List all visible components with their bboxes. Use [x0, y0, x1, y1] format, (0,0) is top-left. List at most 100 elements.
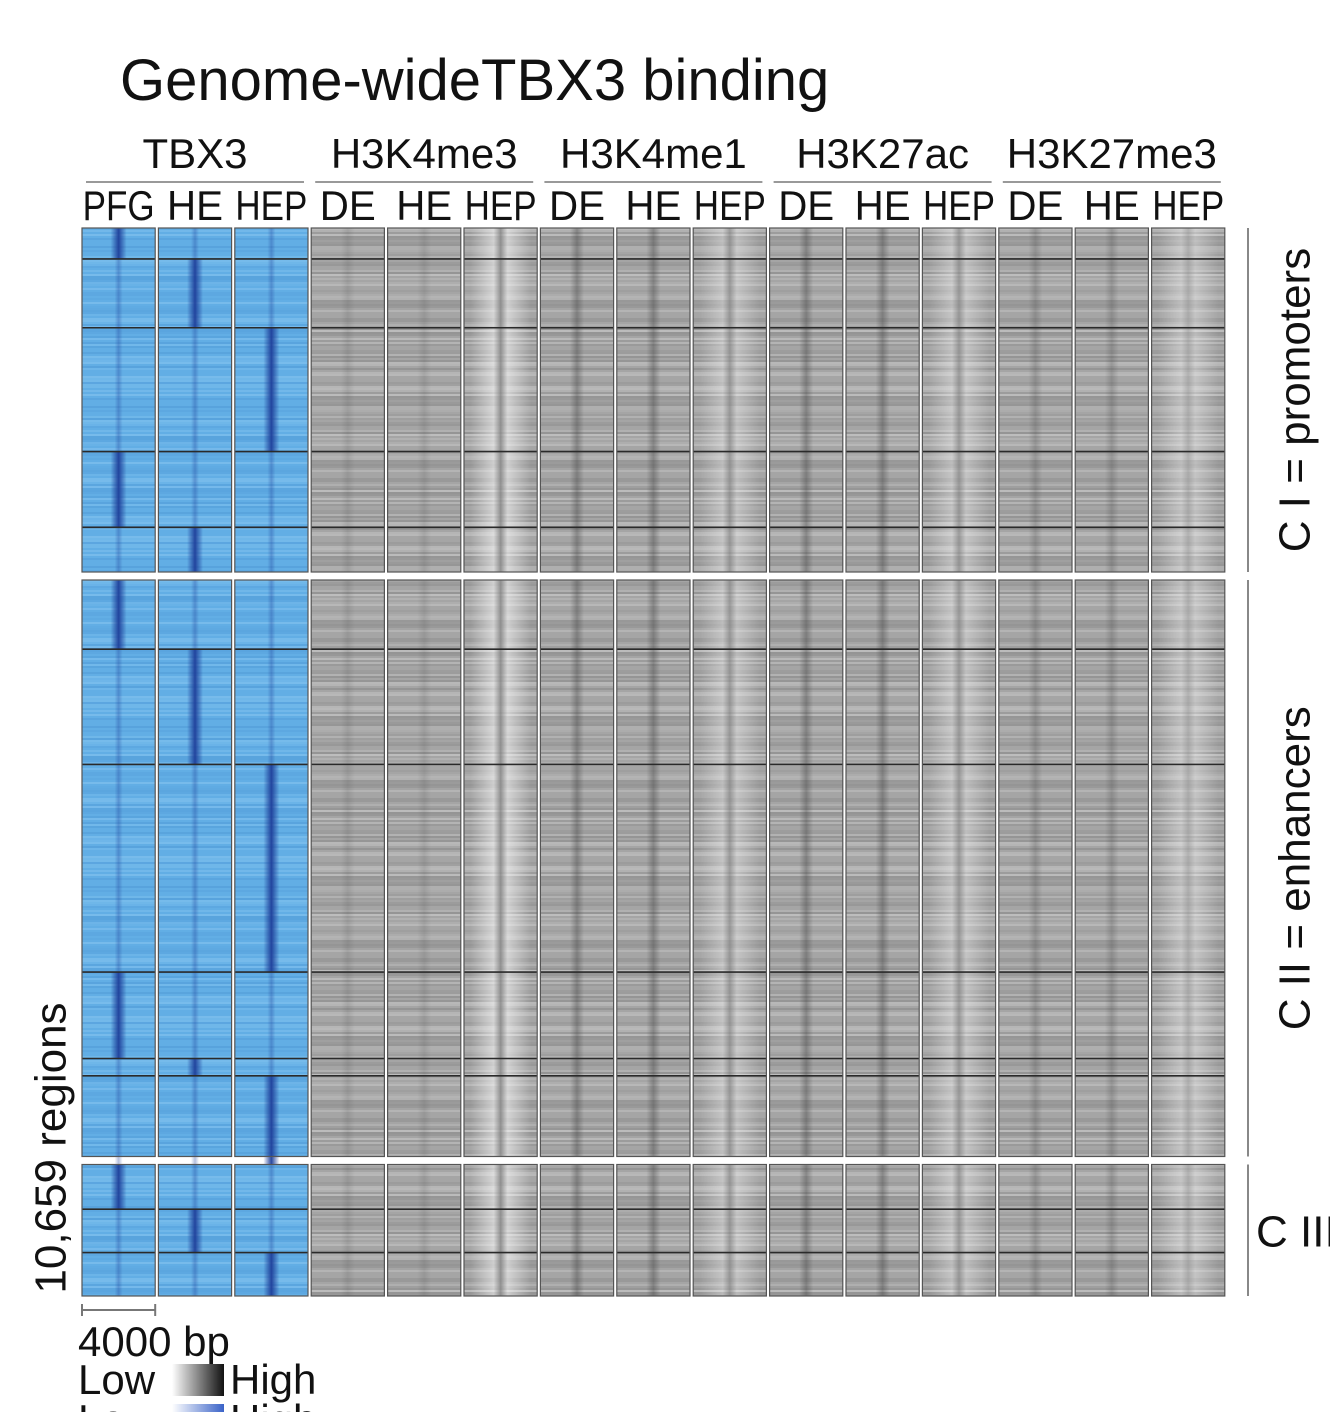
signal-band	[114, 1209, 123, 1253]
signal-band	[267, 258, 276, 328]
signal-band	[191, 972, 199, 1059]
signal-band	[110, 972, 127, 1059]
signal-band	[114, 1075, 123, 1169]
cell-frame	[310, 227, 386, 573]
cell-frame	[921, 579, 997, 1158]
signal-band	[191, 228, 199, 259]
signal-band	[191, 1252, 199, 1296]
signal-band	[110, 1164, 127, 1210]
sample-label: DE	[778, 182, 834, 229]
y-axis-label: 10,659 regions	[27, 1002, 76, 1293]
cell-frame	[616, 227, 691, 573]
cell-frame	[81, 227, 156, 573]
signal-band	[114, 327, 123, 452]
scale-bar-label: 4000 bp	[78, 1318, 230, 1365]
signal-band	[114, 1058, 123, 1076]
signal-band	[263, 1252, 280, 1296]
cell-frame	[387, 227, 462, 573]
signal-band	[952, 580, 966, 1157]
sample-label: DE	[549, 182, 605, 229]
legend-low-label: Low	[78, 1396, 156, 1412]
cell-frame	[234, 1163, 309, 1297]
signal-band	[340, 580, 355, 1157]
signal-band	[267, 580, 276, 650]
signal-band	[110, 228, 127, 259]
signal-band	[1104, 1164, 1119, 1296]
cell-frame	[692, 579, 768, 1158]
cell-frame	[998, 227, 1073, 573]
cell-frame	[1150, 1163, 1226, 1297]
signal-band	[646, 580, 661, 1157]
signal-band	[340, 1164, 355, 1296]
signal-band	[1028, 228, 1043, 573]
signal-band	[263, 1075, 280, 1169]
signal-band	[799, 1164, 814, 1296]
signal-band	[875, 580, 890, 1157]
signal-band	[114, 527, 123, 573]
signal-band	[417, 228, 432, 573]
signal-band	[191, 1164, 199, 1210]
cell-frame	[768, 1163, 844, 1297]
cell-frame	[157, 579, 233, 1158]
cell-frame	[310, 1163, 386, 1297]
signal-band	[1028, 580, 1043, 1157]
signal-band	[267, 527, 276, 573]
signal-band	[952, 1164, 966, 1296]
cluster-label: C I = promoters	[1271, 248, 1320, 552]
cell-frame	[998, 1163, 1073, 1297]
sample-label: HE	[167, 182, 223, 229]
signal-band	[191, 327, 199, 452]
cell-frame	[1150, 579, 1226, 1158]
group-label: H3K4me1	[560, 130, 747, 177]
signal-band	[722, 228, 737, 573]
sample-label: PFG	[83, 182, 155, 229]
signal-band	[114, 764, 123, 973]
cell-frame	[845, 1163, 920, 1297]
signal-band	[646, 1164, 661, 1296]
sample-label: HEP	[694, 182, 766, 229]
cluster-label: C III	[1256, 1207, 1330, 1256]
signal-band	[1104, 228, 1119, 573]
signal-band	[263, 327, 280, 452]
cell-frame	[692, 227, 768, 573]
group-label: H3K4me3	[331, 130, 518, 177]
signal-band	[493, 580, 508, 1157]
signal-band	[1028, 1164, 1043, 1296]
signal-band	[493, 1164, 508, 1296]
signal-band	[1181, 1164, 1196, 1296]
signal-band	[1104, 580, 1119, 1157]
signal-band	[1181, 580, 1196, 1157]
signal-band	[267, 649, 276, 765]
signal-band	[267, 1058, 276, 1076]
signal-band	[187, 1209, 203, 1253]
signal-band	[799, 228, 814, 573]
signal-band	[646, 228, 661, 573]
signal-band	[570, 1164, 584, 1296]
cell-frame	[1074, 579, 1149, 1158]
cell-frame	[1074, 227, 1149, 573]
cell-frame	[921, 227, 997, 573]
signal-band	[417, 580, 432, 1157]
sample-label: HE	[855, 182, 911, 229]
sample-label: HE	[625, 182, 681, 229]
legend-high-label: High	[230, 1396, 316, 1412]
signal-band	[187, 649, 203, 765]
group-label: TBX3	[142, 130, 247, 177]
legend-high-label: High	[230, 1356, 316, 1403]
group-label: H3K27me3	[1007, 130, 1217, 177]
cell-frame	[234, 227, 309, 573]
cell-frame	[539, 1163, 615, 1297]
signal-band	[187, 1058, 203, 1076]
cell-frame	[616, 579, 691, 1158]
group-label: H3K27ac	[796, 130, 969, 177]
signal-band	[570, 580, 584, 1157]
sample-label: HEP	[465, 182, 537, 229]
signal-band	[875, 1164, 890, 1296]
signal-band	[114, 649, 123, 765]
signal-band	[570, 228, 584, 573]
cell-frame	[692, 1163, 768, 1297]
cell-frame	[616, 1163, 691, 1297]
signal-band	[267, 1164, 276, 1210]
signal-band	[191, 764, 199, 973]
cell-frame	[387, 579, 462, 1158]
